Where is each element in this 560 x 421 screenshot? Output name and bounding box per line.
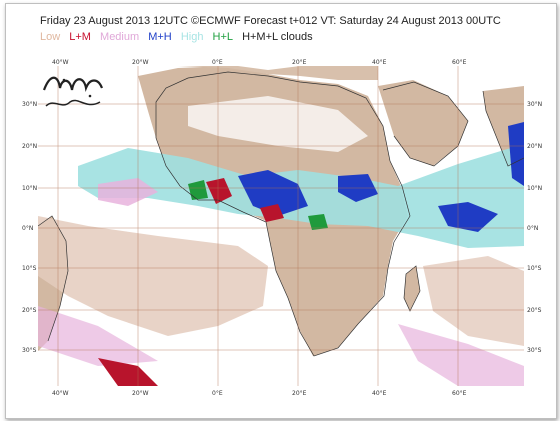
lat-label-right-30s: 30°S xyxy=(527,347,542,354)
land-europe xyxy=(178,66,378,80)
lat-label-left-30s: 30°S xyxy=(22,347,37,354)
lon-label-bottom-40e: 40°E xyxy=(372,390,387,397)
lat-label-left-20s: 20°S xyxy=(22,307,37,314)
lon-label-bottom-20e: 20°E xyxy=(292,390,307,397)
lat-label-left-0n: 0°N xyxy=(22,225,34,232)
lon-label-top-40w: 40°W xyxy=(52,59,69,66)
legend-item-h-l: H+L xyxy=(212,31,234,43)
lat-label-right-10n: 10°N xyxy=(527,185,543,192)
mh-cloud-far-east xyxy=(508,122,524,186)
legend-item-high: High xyxy=(180,31,204,43)
cloud-legend: Low L+M Medium M+H High H+L H+M+L clouds xyxy=(40,31,319,43)
medium-cloud-patch xyxy=(98,178,158,206)
legend-item-m-h: M+H xyxy=(148,31,172,43)
map-svg xyxy=(38,66,524,386)
mh-cloud-indian xyxy=(438,202,498,232)
lat-label-right-30n: 30°N xyxy=(527,101,543,108)
watermark-logo-icon xyxy=(42,76,104,107)
lat-label-right-10s: 10°S xyxy=(527,265,542,272)
legend-item-l-m: L+M xyxy=(69,31,91,43)
hl-cloud-green-2 xyxy=(308,214,328,230)
low-cloud-indian-ocean xyxy=(423,256,524,346)
lon-label-top-0e: 0°E xyxy=(212,59,223,66)
lon-label-top-40e: 40°E xyxy=(372,59,387,66)
lon-label-bottom-0e: 0°E xyxy=(212,390,223,397)
lon-label-top-20e: 20°E xyxy=(292,59,307,66)
lat-label-right-20s: 20°S xyxy=(527,307,542,314)
lon-label-top-20w: 20°W xyxy=(132,59,149,66)
cloud-layer xyxy=(38,96,524,386)
lon-label-bottom-20w: 20°W xyxy=(132,390,149,397)
lat-label-left-10s: 10°S xyxy=(22,265,37,272)
lm-cloud-red-1 xyxy=(206,178,232,204)
lat-label-right-20n: 20°N xyxy=(527,143,543,150)
lm-cloud-red-2 xyxy=(260,204,284,222)
map-title: Friday 23 August 2013 12UTC ©ECMWF Forec… xyxy=(40,15,501,27)
cloud-cover-map xyxy=(38,66,524,386)
medium-cloud-patch-2 xyxy=(38,306,158,366)
lon-label-bottom-60e: 60°E xyxy=(452,390,467,397)
lat-label-left-30n: 30°N xyxy=(22,101,38,108)
white-cloud-sahara xyxy=(188,96,368,152)
graticule xyxy=(38,66,524,386)
lm-cloud-south xyxy=(98,358,158,386)
coastline-arabia xyxy=(382,81,469,167)
legend-item-low: Low xyxy=(40,31,61,43)
low-cloud-south-atlantic xyxy=(38,216,268,336)
medium-cloud-patch-3 xyxy=(398,324,524,386)
lat-label-left-20n: 20°N xyxy=(22,143,38,150)
legend-item-medium: Medium xyxy=(100,31,140,43)
lat-label-right-0n: 0°N xyxy=(527,225,539,232)
coastline-india xyxy=(482,90,524,167)
lon-label-top-60e: 60°E xyxy=(452,59,467,66)
hl-cloud-green xyxy=(188,180,208,200)
land-madagascar xyxy=(404,266,420,311)
lon-label-bottom-40w: 40°W xyxy=(52,390,69,397)
lat-label-left-10n: 10°N xyxy=(22,185,38,192)
coastline-madagascar xyxy=(403,265,421,312)
mh-cloud-west-africa xyxy=(238,170,308,216)
legend-item-h-m-l: H+M+L clouds xyxy=(242,31,313,43)
